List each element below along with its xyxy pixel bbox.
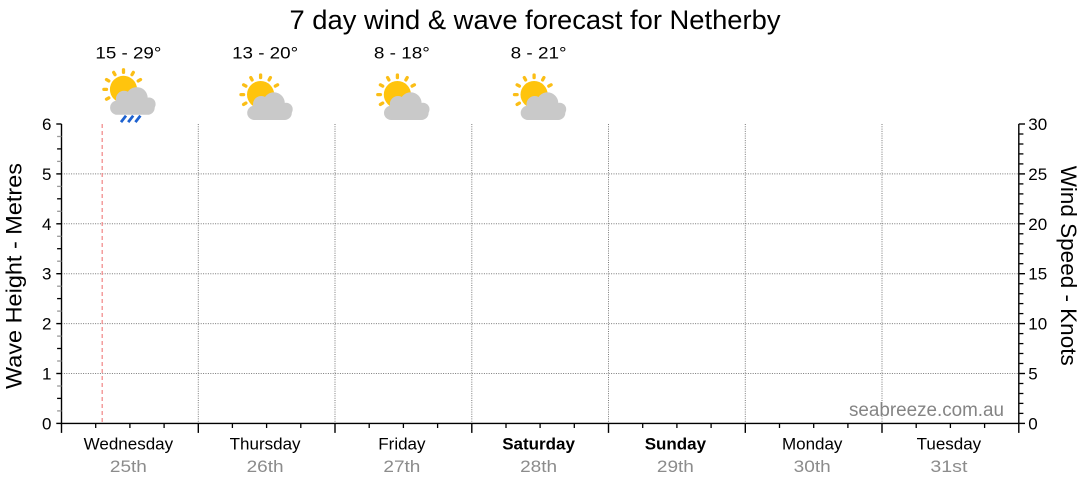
svg-text:Saturday: Saturday [502, 435, 575, 454]
svg-text:15: 15 [1028, 265, 1047, 284]
svg-text:1: 1 [42, 365, 51, 384]
svg-text:Wave Height - Metres: Wave Height - Metres [2, 163, 27, 389]
svg-text:5: 5 [1028, 365, 1037, 384]
svg-text:29th: 29th [657, 457, 694, 476]
svg-text:7 day wind & wave forecast for: 7 day wind & wave forecast for Netherby [290, 5, 782, 35]
svg-text:25th: 25th [110, 457, 147, 476]
svg-text:2: 2 [42, 315, 51, 334]
svg-text:8 - 18°: 8 - 18° [374, 44, 430, 63]
svg-text:Wednesday: Wednesday [84, 435, 174, 454]
svg-text:30: 30 [1028, 115, 1047, 134]
svg-text:Thursday: Thursday [230, 435, 301, 454]
svg-text:20: 20 [1028, 215, 1047, 234]
svg-text:4: 4 [42, 215, 51, 234]
svg-text:3: 3 [42, 265, 51, 284]
svg-text:8 - 21°: 8 - 21° [511, 44, 567, 63]
svg-text:28th: 28th [520, 457, 557, 476]
svg-text:0: 0 [1028, 414, 1037, 433]
svg-text:30th: 30th [794, 457, 831, 476]
svg-text:Sunday: Sunday [645, 435, 707, 454]
svg-text:Friday: Friday [378, 435, 426, 454]
svg-text:31st: 31st [930, 457, 967, 476]
svg-text:Monday: Monday [782, 435, 843, 454]
svg-text:5: 5 [42, 165, 51, 184]
svg-text:26th: 26th [247, 457, 284, 476]
svg-text:seabreeze.com.au: seabreeze.com.au [849, 400, 1004, 421]
svg-text:13 - 20°: 13 - 20° [232, 44, 298, 63]
svg-text:27th: 27th [383, 457, 420, 476]
svg-text:15 - 29°: 15 - 29° [95, 44, 161, 63]
svg-text:25: 25 [1028, 165, 1047, 184]
svg-text:Wind Speed - Knots: Wind Speed - Knots [1056, 166, 1080, 366]
svg-text:0: 0 [42, 414, 51, 433]
svg-text:10: 10 [1028, 315, 1047, 334]
svg-text:6: 6 [42, 115, 51, 134]
svg-text:Tuesday: Tuesday [917, 435, 982, 454]
